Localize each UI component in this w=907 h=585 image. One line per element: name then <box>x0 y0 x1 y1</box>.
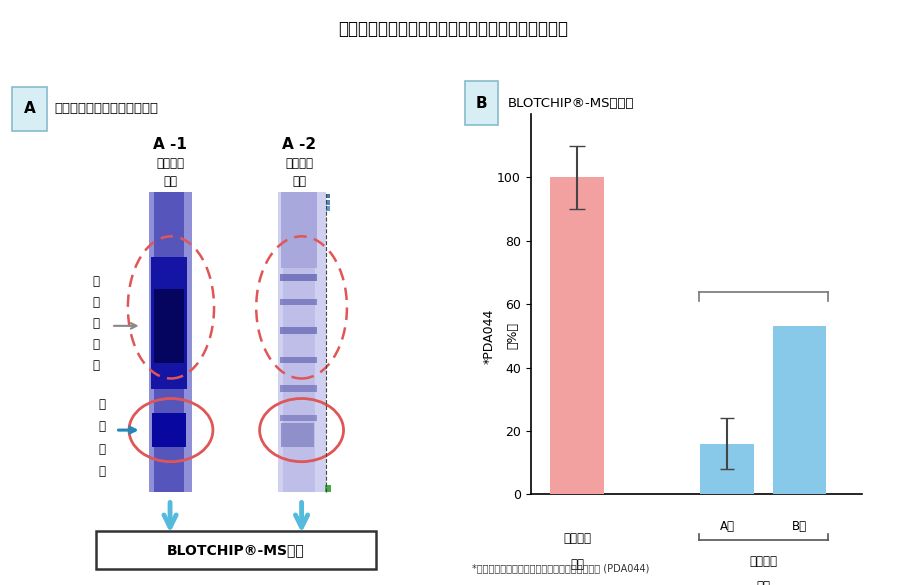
FancyBboxPatch shape <box>154 192 183 491</box>
FancyBboxPatch shape <box>280 357 317 363</box>
Text: 血清: 血清 <box>756 580 770 585</box>
Text: 処理なし: 処理なし <box>563 532 591 545</box>
Bar <box>551 177 604 494</box>
Text: B -1: B -1 <box>595 144 629 159</box>
FancyBboxPatch shape <box>280 415 317 421</box>
FancyBboxPatch shape <box>278 192 326 491</box>
Text: A -2: A -2 <box>282 137 317 152</box>
Bar <box>773 326 826 494</box>
Text: 除タンパク質処理法によるペプチド回収率への影響: 除タンパク質処理法によるペプチド回収率への影響 <box>338 20 569 39</box>
Text: A -1: A -1 <box>153 137 187 152</box>
Text: *PDA044: *PDA044 <box>483 308 496 363</box>
FancyBboxPatch shape <box>96 531 376 569</box>
Text: 処理あり: 処理あり <box>749 555 777 567</box>
FancyBboxPatch shape <box>151 257 187 389</box>
Text: BLOTCHIP®-MS測定値: BLOTCHIP®-MS測定値 <box>507 97 634 109</box>
FancyBboxPatch shape <box>280 385 317 392</box>
Text: チ: チ <box>99 442 105 456</box>
Text: 質: 質 <box>93 359 100 372</box>
Text: 血清: 血清 <box>292 174 307 188</box>
FancyBboxPatch shape <box>283 192 316 491</box>
Text: （%）: （%） <box>506 322 520 349</box>
Text: B法: B法 <box>792 519 807 533</box>
FancyBboxPatch shape <box>326 194 330 198</box>
FancyBboxPatch shape <box>281 424 314 447</box>
Text: プ: プ <box>99 421 105 433</box>
FancyBboxPatch shape <box>326 200 330 205</box>
FancyBboxPatch shape <box>12 87 47 130</box>
FancyBboxPatch shape <box>151 413 186 447</box>
Text: 処理なし: 処理なし <box>156 157 184 170</box>
FancyBboxPatch shape <box>149 192 192 491</box>
Text: B: B <box>476 95 488 111</box>
Text: ク: ク <box>93 338 100 351</box>
Text: BLOTCHIP®-MS測定: BLOTCHIP®-MS測定 <box>167 543 305 557</box>
Text: ン: ン <box>93 295 100 309</box>
Text: 血清: 血清 <box>571 558 584 571</box>
Bar <box>700 443 754 494</box>
Text: *妊娠高血圧症候群診断バイオマーカーペプチド (PDA044): *妊娠高血圧症候群診断バイオマーカーペプチド (PDA044) <box>472 563 649 573</box>
FancyBboxPatch shape <box>325 485 330 491</box>
Text: 除タンパク血清の電気泳動図: 除タンパク血清の電気泳動図 <box>54 102 159 115</box>
FancyBboxPatch shape <box>154 289 183 363</box>
FancyBboxPatch shape <box>465 81 498 125</box>
Text: ペ: ペ <box>99 398 105 411</box>
Text: 処理あり: 処理あり <box>286 157 313 170</box>
FancyBboxPatch shape <box>280 327 317 333</box>
Text: パ: パ <box>93 316 100 330</box>
FancyBboxPatch shape <box>280 274 317 281</box>
FancyBboxPatch shape <box>280 299 317 305</box>
FancyBboxPatch shape <box>281 192 317 268</box>
Text: A法: A法 <box>719 519 735 533</box>
Text: タ: タ <box>93 274 100 288</box>
Text: A: A <box>24 101 35 116</box>
Text: 血清: 血清 <box>163 174 177 188</box>
Text: ド: ド <box>99 464 105 478</box>
Text: B -2: B -2 <box>766 144 799 159</box>
FancyBboxPatch shape <box>326 207 330 211</box>
